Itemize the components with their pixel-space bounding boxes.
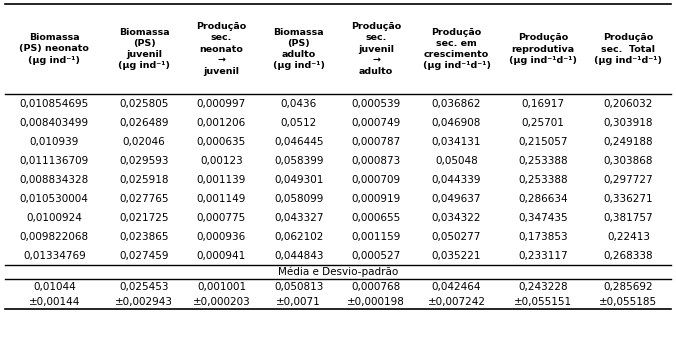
Text: 0,268338: 0,268338 — [604, 251, 653, 261]
Text: 0,243228: 0,243228 — [518, 281, 568, 291]
Text: 0,050277: 0,050277 — [432, 232, 481, 242]
Text: ±0,000198: ±0,000198 — [347, 296, 405, 306]
Text: 0,029593: 0,029593 — [120, 155, 169, 165]
Text: 0,050813: 0,050813 — [274, 281, 323, 291]
Text: 0,347435: 0,347435 — [518, 213, 568, 223]
Text: ±0,007242: ±0,007242 — [427, 296, 485, 306]
Text: 0,303868: 0,303868 — [604, 155, 653, 165]
Text: 0,025918: 0,025918 — [120, 174, 169, 184]
Text: 0,22413: 0,22413 — [607, 232, 650, 242]
Text: 0,025805: 0,025805 — [120, 98, 169, 108]
Text: ±0,0071: ±0,0071 — [276, 296, 321, 306]
Text: 0,253388: 0,253388 — [518, 174, 568, 184]
Text: 0,00123: 0,00123 — [200, 155, 243, 165]
Text: 0,010530004: 0,010530004 — [20, 194, 89, 203]
Text: 0,044339: 0,044339 — [432, 174, 481, 184]
Text: 0,285692: 0,285692 — [604, 281, 653, 291]
Text: 0,001206: 0,001206 — [197, 117, 246, 127]
Text: 0,046445: 0,046445 — [274, 136, 323, 146]
Text: 0,010854695: 0,010854695 — [20, 98, 89, 108]
Text: 0,001139: 0,001139 — [197, 174, 246, 184]
Text: 0,025453: 0,025453 — [120, 281, 169, 291]
Text: 0,000709: 0,000709 — [352, 174, 400, 184]
Text: 0,058099: 0,058099 — [274, 194, 323, 203]
Text: Produção
sec.
neonato
→
juvenil: Produção sec. neonato → juvenil — [196, 22, 247, 76]
Text: ±0,000203: ±0,000203 — [193, 296, 250, 306]
Text: 0,044843: 0,044843 — [274, 251, 323, 261]
Text: 0,05048: 0,05048 — [435, 155, 478, 165]
Text: 0,027765: 0,027765 — [120, 194, 169, 203]
Text: 0,000655: 0,000655 — [352, 213, 401, 223]
Text: 0,009822068: 0,009822068 — [20, 232, 89, 242]
Text: 0,023865: 0,023865 — [120, 232, 169, 242]
Text: 0,01334769: 0,01334769 — [23, 251, 86, 261]
Text: 0,000635: 0,000635 — [197, 136, 246, 146]
Text: 0,206032: 0,206032 — [604, 98, 653, 108]
Text: 0,297727: 0,297727 — [604, 174, 653, 184]
Text: 0,25701: 0,25701 — [522, 117, 564, 127]
Text: 0,026489: 0,026489 — [120, 117, 169, 127]
Text: 0,043327: 0,043327 — [274, 213, 323, 223]
Text: Produção
sec. em
crescimento
(µg ind⁻¹d⁻¹): Produção sec. em crescimento (µg ind⁻¹d⁻… — [422, 28, 491, 70]
Text: 0,001159: 0,001159 — [352, 232, 401, 242]
Text: 0,000936: 0,000936 — [197, 232, 246, 242]
Text: 0,0512: 0,0512 — [281, 117, 317, 127]
Text: 0,173853: 0,173853 — [518, 232, 568, 242]
Text: 0,303918: 0,303918 — [604, 117, 653, 127]
Text: Biomassa
(PS)
adulto
(µg ind⁻¹): Biomassa (PS) adulto (µg ind⁻¹) — [272, 28, 324, 70]
Text: 0,336271: 0,336271 — [604, 194, 653, 203]
Text: ±0,055185: ±0,055185 — [600, 296, 658, 306]
Text: 0,027459: 0,027459 — [120, 251, 169, 261]
Text: 0,0436: 0,0436 — [281, 98, 317, 108]
Text: 0,001149: 0,001149 — [197, 194, 246, 203]
Text: 0,010939: 0,010939 — [30, 136, 79, 146]
Text: 0,253388: 0,253388 — [518, 155, 568, 165]
Text: Biomassa
(PS) neonato
(µg ind⁻¹): Biomassa (PS) neonato (µg ind⁻¹) — [20, 33, 89, 64]
Text: 0,062102: 0,062102 — [274, 232, 323, 242]
Text: ±0,002943: ±0,002943 — [115, 296, 173, 306]
Text: 0,000941: 0,000941 — [197, 251, 246, 261]
Text: 0,000539: 0,000539 — [352, 98, 401, 108]
Text: 0,058399: 0,058399 — [274, 155, 323, 165]
Text: Produção
sec.
juvenil
→
adulto: Produção sec. juvenil → adulto — [351, 22, 401, 76]
Text: 0,01044: 0,01044 — [33, 281, 76, 291]
Text: 0,008834328: 0,008834328 — [20, 174, 89, 184]
Text: 0,000768: 0,000768 — [352, 281, 401, 291]
Text: 0,049301: 0,049301 — [274, 174, 323, 184]
Text: 0,0100924: 0,0100924 — [26, 213, 82, 223]
Text: Média e Desvio-padrão: Média e Desvio-padrão — [278, 267, 398, 277]
Text: 0,011136709: 0,011136709 — [20, 155, 89, 165]
Text: Biomassa
(PS)
juvenil
(µg ind⁻¹): Biomassa (PS) juvenil (µg ind⁻¹) — [118, 28, 170, 70]
Text: 0,02046: 0,02046 — [123, 136, 166, 146]
Text: ±0,055151: ±0,055151 — [514, 296, 572, 306]
Text: 0,000873: 0,000873 — [352, 155, 401, 165]
Text: 0,036862: 0,036862 — [432, 98, 481, 108]
Text: 0,034322: 0,034322 — [432, 213, 481, 223]
Text: 0,008403499: 0,008403499 — [20, 117, 89, 127]
Text: 0,249188: 0,249188 — [604, 136, 653, 146]
Text: 0,000749: 0,000749 — [352, 117, 401, 127]
Text: 0,233117: 0,233117 — [518, 251, 568, 261]
Text: ±0,00144: ±0,00144 — [28, 296, 80, 306]
Text: Produção
sec.  Total
(µg ind⁻¹d⁻¹): Produção sec. Total (µg ind⁻¹d⁻¹) — [594, 33, 662, 64]
Text: Produção
reprodutiva
(µg ind⁻¹d⁻¹): Produção reprodutiva (µg ind⁻¹d⁻¹) — [509, 33, 577, 64]
Text: 0,000919: 0,000919 — [352, 194, 401, 203]
Text: 0,001001: 0,001001 — [197, 281, 246, 291]
Text: 0,16917: 0,16917 — [522, 98, 564, 108]
Text: 0,021725: 0,021725 — [120, 213, 169, 223]
Text: 0,034131: 0,034131 — [432, 136, 481, 146]
Text: 0,035221: 0,035221 — [432, 251, 481, 261]
Text: 0,000787: 0,000787 — [352, 136, 401, 146]
Text: 0,049637: 0,049637 — [432, 194, 481, 203]
Text: 0,046908: 0,046908 — [432, 117, 481, 127]
Text: 0,215057: 0,215057 — [518, 136, 568, 146]
Text: 0,381757: 0,381757 — [604, 213, 653, 223]
Text: 0,286634: 0,286634 — [518, 194, 568, 203]
Text: 0,000997: 0,000997 — [197, 98, 246, 108]
Text: 0,000775: 0,000775 — [197, 213, 246, 223]
Text: 0,000527: 0,000527 — [352, 251, 401, 261]
Text: 0,042464: 0,042464 — [432, 281, 481, 291]
